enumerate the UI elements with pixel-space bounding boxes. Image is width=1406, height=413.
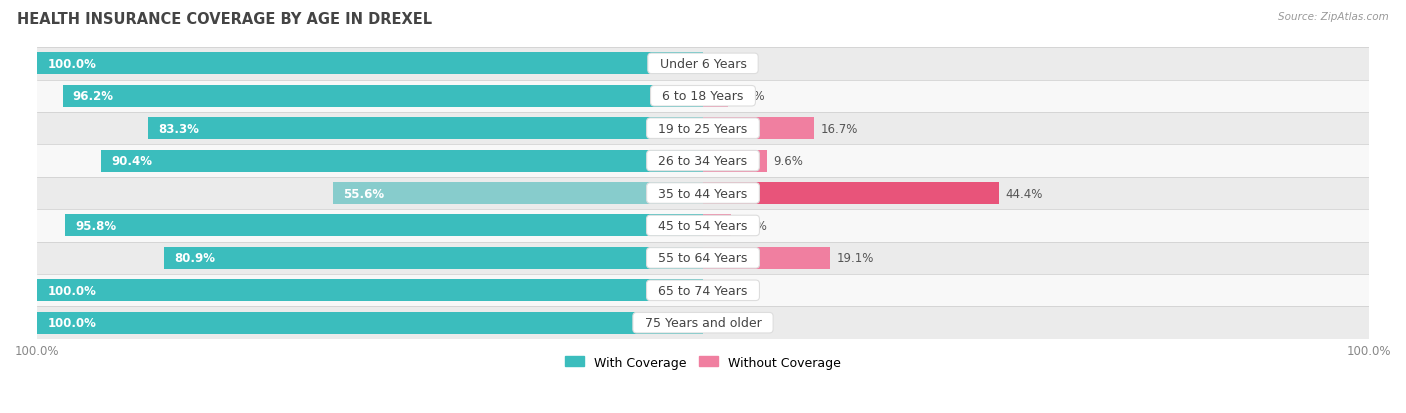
Bar [37,177,1369,210]
Bar [37,210,1369,242]
Text: 19 to 25 Years: 19 to 25 Years [651,122,755,135]
Text: 55.6%: 55.6% [343,187,384,200]
Bar [37,81,1369,113]
Bar [703,215,731,237]
Text: 4.2%: 4.2% [738,219,768,233]
Text: 0.0%: 0.0% [713,284,742,297]
Text: 90.4%: 90.4% [111,155,152,168]
Text: 9.6%: 9.6% [773,155,803,168]
Bar [37,274,1369,307]
Bar [37,145,1369,177]
Text: 95.8%: 95.8% [75,219,117,233]
Text: Source: ZipAtlas.com: Source: ZipAtlas.com [1278,12,1389,22]
Bar [165,247,703,269]
Text: 80.9%: 80.9% [174,252,215,265]
Bar [703,247,830,269]
Bar [149,118,703,140]
Text: 55 to 64 Years: 55 to 64 Years [651,252,755,265]
Text: 44.4%: 44.4% [1005,187,1043,200]
Bar [703,118,814,140]
Bar [333,183,703,204]
Text: HEALTH INSURANCE COVERAGE BY AGE IN DREXEL: HEALTH INSURANCE COVERAGE BY AGE IN DREX… [17,12,432,27]
Text: 83.3%: 83.3% [159,122,200,135]
Bar [703,150,766,172]
Text: 65 to 74 Years: 65 to 74 Years [651,284,755,297]
Text: 35 to 44 Years: 35 to 44 Years [651,187,755,200]
Text: 75 Years and older: 75 Years and older [637,316,769,330]
Bar [37,53,703,75]
Text: 3.8%: 3.8% [735,90,765,103]
Bar [37,312,703,334]
Text: Under 6 Years: Under 6 Years [651,58,755,71]
Bar [62,85,703,107]
Text: 26 to 34 Years: 26 to 34 Years [651,155,755,168]
Bar [703,85,728,107]
Bar [703,183,998,204]
Text: 0.0%: 0.0% [713,58,742,71]
Legend: With Coverage, Without Coverage: With Coverage, Without Coverage [561,351,845,374]
Bar [37,242,1369,274]
Text: 100.0%: 100.0% [48,316,96,330]
Bar [101,150,703,172]
Text: 100.0%: 100.0% [48,58,96,71]
Bar [37,280,703,301]
Bar [37,48,1369,81]
Text: 16.7%: 16.7% [821,122,858,135]
Text: 0.0%: 0.0% [713,316,742,330]
Bar [37,307,1369,339]
Text: 19.1%: 19.1% [837,252,875,265]
Text: 6 to 18 Years: 6 to 18 Years [654,90,752,103]
Bar [37,113,1369,145]
Text: 96.2%: 96.2% [73,90,114,103]
Text: 45 to 54 Years: 45 to 54 Years [651,219,755,233]
Bar [65,215,703,237]
Text: 100.0%: 100.0% [48,284,96,297]
